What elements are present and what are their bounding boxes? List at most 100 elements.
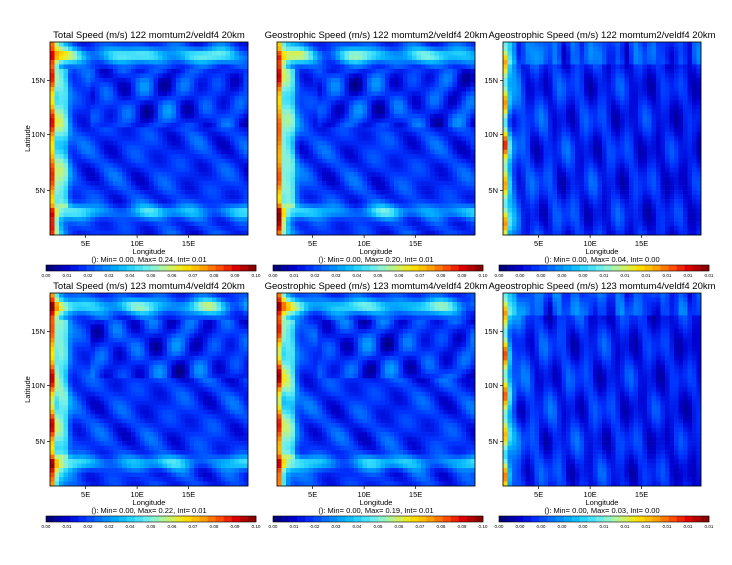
heatmap-cell bbox=[68, 203, 73, 209]
heatmap-cell bbox=[317, 172, 323, 177]
heatmap-cell bbox=[620, 118, 625, 124]
heatmap-cell bbox=[326, 55, 332, 61]
heatmap-cell bbox=[50, 131, 55, 137]
heatmap-cell bbox=[180, 172, 186, 177]
heatmap-cell bbox=[72, 230, 78, 236]
heatmap-cell bbox=[194, 163, 199, 168]
heatmap-cell bbox=[407, 122, 413, 128]
heatmap-cell bbox=[534, 91, 540, 97]
heatmap-cell bbox=[313, 122, 318, 128]
heatmap-cell bbox=[380, 91, 386, 97]
heatmap-cell bbox=[234, 77, 240, 83]
heatmap-cell bbox=[588, 77, 594, 83]
heatmap-cell bbox=[122, 136, 127, 142]
heatmap-cell bbox=[588, 46, 594, 52]
heatmap-cell bbox=[113, 77, 118, 83]
heatmap-cell bbox=[678, 109, 684, 115]
heatmap-cell bbox=[389, 158, 395, 164]
heatmap-cell bbox=[416, 91, 422, 97]
heatmap-cell bbox=[525, 86, 531, 92]
heatmap-cell bbox=[104, 42, 109, 47]
heatmap-cell bbox=[203, 208, 208, 213]
heatmap-cell bbox=[153, 86, 159, 92]
heatmap-cell bbox=[335, 104, 341, 110]
heatmap-cell bbox=[434, 136, 440, 142]
heatmap-cell bbox=[394, 86, 399, 92]
heatmap-cell bbox=[108, 100, 114, 106]
heatmap-cell bbox=[234, 199, 240, 204]
heatmap-cell bbox=[99, 59, 105, 65]
heatmap-cell bbox=[225, 136, 231, 142]
heatmap-cell bbox=[457, 42, 462, 47]
heatmap-cell bbox=[140, 163, 145, 168]
heatmap-cell bbox=[516, 50, 522, 56]
heatmap-cell bbox=[503, 149, 508, 155]
heatmap-cell bbox=[660, 95, 666, 101]
heatmap-cell bbox=[439, 59, 444, 65]
heatmap-cell bbox=[295, 131, 300, 137]
heatmap-cell bbox=[90, 203, 96, 209]
heatmap-cell bbox=[606, 140, 612, 146]
colorbar-segment bbox=[175, 265, 184, 271]
heatmap-cell bbox=[362, 50, 368, 56]
heatmap-cell bbox=[466, 42, 471, 47]
heatmap-cell bbox=[59, 82, 64, 88]
heatmap-cell bbox=[207, 145, 213, 151]
heatmap-cell bbox=[108, 221, 114, 227]
heatmap-cell bbox=[140, 226, 145, 231]
heatmap-cell bbox=[353, 42, 359, 47]
heatmap-cell bbox=[162, 82, 168, 88]
heatmap-cell bbox=[81, 113, 87, 119]
heatmap-cell bbox=[584, 145, 589, 151]
heatmap-cell bbox=[692, 127, 697, 133]
heatmap-cell bbox=[290, 158, 296, 164]
heatmap-cell bbox=[68, 46, 73, 52]
heatmap-cell bbox=[358, 113, 363, 119]
heatmap-cell bbox=[584, 131, 589, 137]
heatmap-cell bbox=[620, 104, 625, 110]
heatmap-cell bbox=[525, 100, 531, 106]
heatmap-cell bbox=[611, 91, 616, 97]
heatmap-cell bbox=[72, 190, 78, 195]
heatmap-cell bbox=[225, 95, 231, 101]
heatmap-cell bbox=[443, 131, 449, 137]
heatmap-cell bbox=[149, 95, 154, 101]
heatmap-cell bbox=[584, 109, 589, 115]
heatmap-cell bbox=[696, 131, 702, 137]
heatmap-cell bbox=[225, 86, 231, 92]
heatmap-cell bbox=[295, 122, 300, 128]
heatmap-cell bbox=[385, 91, 390, 97]
heatmap-cell bbox=[180, 59, 186, 65]
heatmap-cell bbox=[335, 73, 341, 79]
heatmap-cell bbox=[167, 185, 172, 191]
heatmap-cell bbox=[162, 127, 168, 133]
heatmap-cell bbox=[122, 172, 127, 177]
heatmap-cell bbox=[633, 59, 639, 65]
heatmap-cell bbox=[243, 73, 249, 79]
heatmap-cell bbox=[239, 154, 244, 159]
heatmap-cell bbox=[216, 167, 222, 173]
heatmap-cell bbox=[683, 136, 688, 142]
heatmap-cell bbox=[651, 82, 657, 88]
heatmap-cell bbox=[466, 131, 471, 137]
heatmap-cell bbox=[63, 46, 69, 52]
heatmap-cell bbox=[221, 158, 226, 164]
heatmap-cell bbox=[117, 145, 123, 151]
heatmap-cell bbox=[63, 176, 69, 182]
heatmap-cell bbox=[669, 131, 675, 137]
heatmap-cell bbox=[90, 50, 96, 56]
heatmap-cell bbox=[439, 199, 444, 204]
heatmap-cell bbox=[99, 230, 105, 236]
heatmap-cell bbox=[299, 194, 305, 200]
heatmap-cell bbox=[171, 194, 177, 200]
heatmap-cell bbox=[452, 127, 458, 133]
heatmap-cell bbox=[153, 77, 159, 83]
heatmap-cell bbox=[457, 68, 462, 74]
heatmap-cell bbox=[176, 46, 181, 52]
heatmap-cell bbox=[140, 176, 145, 182]
heatmap-cell bbox=[290, 122, 296, 128]
heatmap-cell bbox=[149, 226, 154, 231]
heatmap-cell bbox=[362, 181, 368, 186]
heatmap-cell bbox=[358, 68, 363, 74]
heatmap-cell bbox=[234, 163, 240, 168]
